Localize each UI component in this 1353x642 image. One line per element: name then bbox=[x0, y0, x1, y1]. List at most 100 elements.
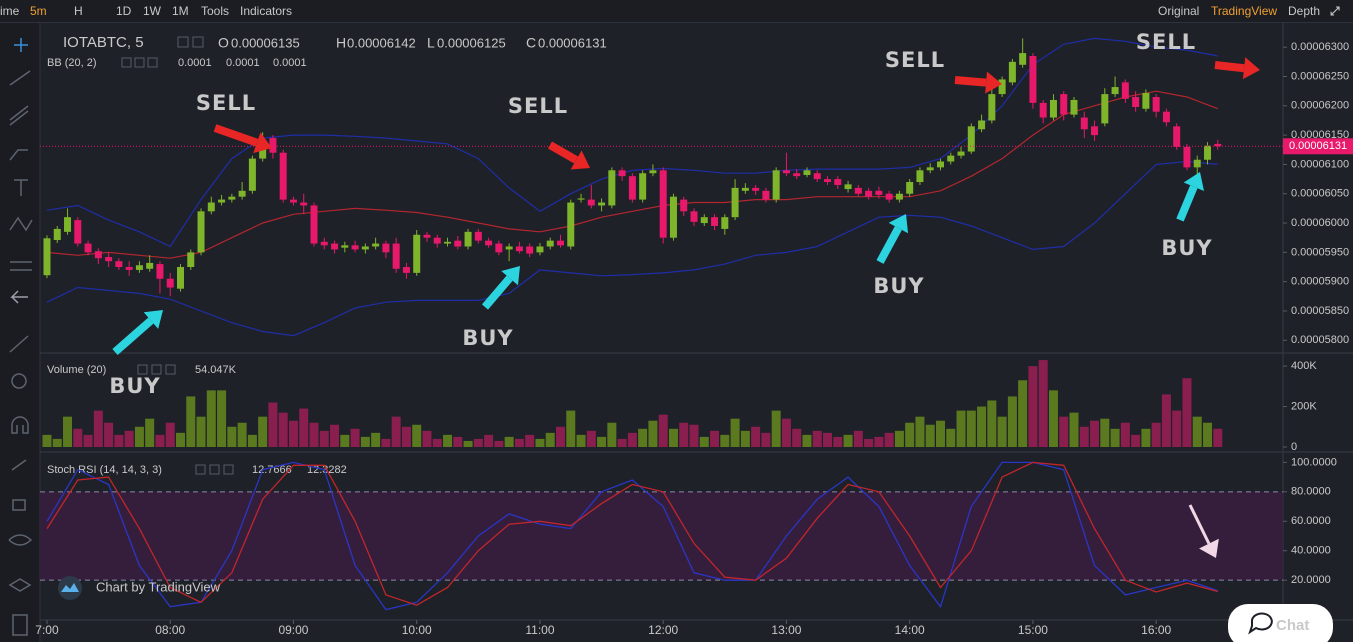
candle-body bbox=[197, 211, 205, 253]
y-tick-label: 400K bbox=[1291, 360, 1317, 372]
volume-bar bbox=[145, 418, 155, 447]
volume-bar bbox=[360, 436, 370, 447]
volume-bar bbox=[73, 428, 83, 447]
volume-bar bbox=[165, 422, 175, 447]
volume-bar bbox=[771, 410, 781, 447]
y-tick-label: 0.00006150 bbox=[1291, 129, 1349, 141]
arrow-head bbox=[501, 266, 520, 286]
candle-body bbox=[341, 245, 349, 248]
volume-bar bbox=[802, 434, 812, 447]
x-tick-label: 15:00 bbox=[1018, 623, 1048, 637]
toolbar-item[interactable]: TradingView bbox=[1211, 4, 1278, 18]
candle-body bbox=[1060, 94, 1068, 115]
candle-body bbox=[423, 234, 431, 238]
x-tick-label: 7:00 bbox=[35, 623, 59, 637]
toolbar-item[interactable]: 1D bbox=[116, 4, 132, 18]
candle-body bbox=[94, 251, 102, 259]
candle-body bbox=[916, 170, 924, 183]
volume-bar bbox=[217, 390, 227, 447]
fullscreen-icon[interactable]: ⤢ bbox=[1330, 4, 1340, 18]
chat-label[interactable]: Chat bbox=[1276, 617, 1309, 634]
candle-body bbox=[372, 243, 380, 247]
x-tick-label: 16:00 bbox=[1141, 623, 1171, 637]
candle-body bbox=[813, 173, 821, 180]
arrow-head bbox=[143, 310, 163, 329]
arrow-head bbox=[1199, 538, 1219, 558]
candle-body bbox=[803, 170, 811, 175]
volume-bar bbox=[1172, 410, 1182, 447]
stoch-line bbox=[46, 461, 1219, 611]
legend-value: 0.00006135 bbox=[231, 35, 300, 50]
volume-bar bbox=[350, 428, 360, 447]
volume-bar bbox=[186, 396, 196, 447]
candle-body bbox=[1091, 126, 1099, 136]
volume-bar bbox=[299, 408, 309, 447]
candle-body bbox=[1049, 99, 1057, 118]
toolbar-item[interactable]: Tools bbox=[201, 4, 230, 18]
candle-body bbox=[413, 234, 421, 273]
volume-bar bbox=[124, 430, 134, 447]
chat-icon bbox=[1248, 612, 1273, 635]
toolbar-item[interactable]: Original bbox=[1158, 4, 1200, 18]
candle-body bbox=[793, 173, 801, 177]
branding[interactable]: Chart by TradingView bbox=[96, 579, 221, 594]
toolbar-item[interactable]: ime bbox=[0, 4, 20, 18]
arrow-shaft bbox=[954, 76, 987, 87]
candle-body bbox=[1132, 97, 1140, 107]
volume-bar bbox=[946, 428, 956, 447]
volume-bar bbox=[781, 418, 791, 447]
candle-body bbox=[587, 199, 595, 206]
volume-bar bbox=[268, 402, 278, 447]
y-tick-label: 0.00006250 bbox=[1291, 70, 1349, 82]
candle-body bbox=[1193, 159, 1201, 168]
toolbar-item[interactable]: 1W bbox=[143, 4, 161, 18]
volume-bar bbox=[1100, 418, 1110, 447]
toolbar-item[interactable]: 1M bbox=[172, 4, 189, 18]
candle-body bbox=[361, 246, 369, 250]
volume-bar bbox=[463, 440, 473, 447]
volume-bar bbox=[1161, 394, 1171, 447]
stoch-label: Stoch RSI (14, 14, 3, 3) bbox=[47, 464, 162, 476]
volume-bar bbox=[689, 424, 699, 447]
y-tick-label: 200K bbox=[1291, 400, 1317, 412]
candle-body bbox=[700, 217, 708, 224]
volume-bar bbox=[443, 434, 453, 447]
candle-body bbox=[536, 246, 544, 253]
volume-bar bbox=[884, 432, 894, 447]
sidebar bbox=[0, 22, 40, 642]
candle-body bbox=[43, 238, 51, 276]
candle-body bbox=[752, 187, 760, 191]
candle-body bbox=[485, 240, 493, 246]
toolbar-item[interactable]: H bbox=[74, 4, 83, 18]
candle-body bbox=[289, 199, 297, 203]
volume-bar bbox=[1069, 412, 1079, 447]
chat-button[interactable] bbox=[1228, 604, 1333, 642]
candle-body bbox=[1070, 99, 1078, 115]
candle-body bbox=[741, 187, 749, 191]
candle-body bbox=[556, 240, 564, 246]
y-tick-label: 0.00006050 bbox=[1291, 188, 1349, 200]
volume-bar bbox=[381, 438, 391, 447]
volume-bar bbox=[134, 426, 144, 447]
volume-bar bbox=[401, 426, 411, 447]
candle-body bbox=[834, 179, 842, 185]
arrow-shaft bbox=[876, 226, 902, 264]
legend-label: O bbox=[218, 35, 229, 51]
volume-bar bbox=[484, 434, 494, 447]
candle-body bbox=[1101, 94, 1109, 124]
toolbar-item[interactable]: 5m bbox=[30, 4, 47, 18]
candle-body bbox=[238, 190, 246, 197]
annotation: SELL bbox=[196, 91, 256, 115]
candle-body bbox=[598, 202, 606, 206]
toolbar-item[interactable]: Depth bbox=[1288, 4, 1321, 18]
candle-body bbox=[269, 138, 277, 153]
volume-bar bbox=[1151, 422, 1161, 447]
candle-body bbox=[125, 267, 133, 270]
candle-body bbox=[782, 170, 790, 174]
volume-bar bbox=[175, 432, 185, 447]
candle-body bbox=[1142, 92, 1150, 109]
toolbar-item[interactable]: Indicators bbox=[240, 4, 293, 18]
arrow-head bbox=[1183, 172, 1204, 191]
candle-body bbox=[382, 243, 390, 253]
